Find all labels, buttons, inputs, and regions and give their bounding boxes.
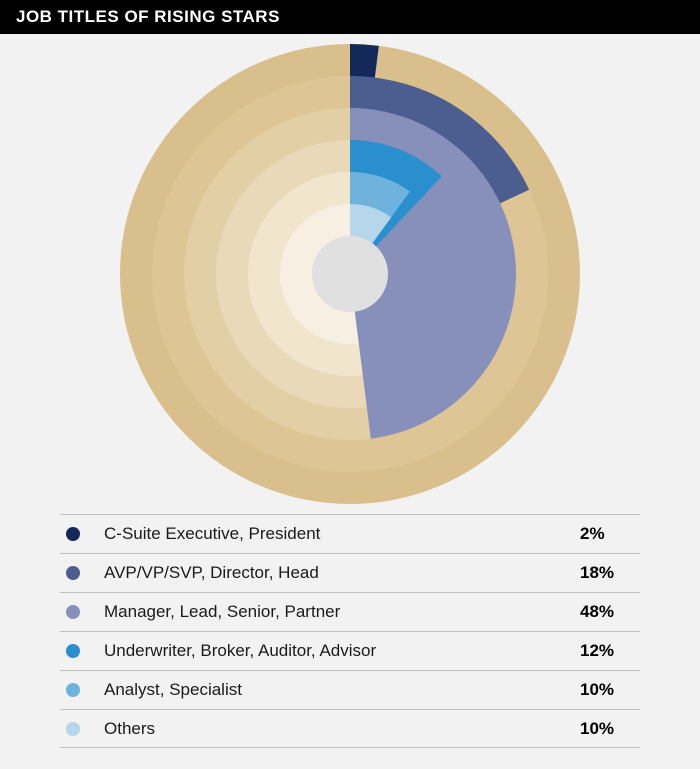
legend-label: AVP/VP/SVP, Director, Head	[104, 563, 580, 583]
legend-value: 2%	[580, 524, 640, 544]
legend-label: Underwriter, Broker, Auditor, Advisor	[104, 641, 580, 661]
legend-value: 18%	[580, 563, 640, 583]
legend-label: Analyst, Specialist	[104, 680, 580, 700]
legend-row: AVP/VP/SVP, Director, Head18%	[60, 553, 640, 592]
legend-row: C-Suite Executive, President2%	[60, 514, 640, 553]
inner-circle	[312, 236, 388, 312]
legend-row: Underwriter, Broker, Auditor, Advisor12%	[60, 631, 640, 670]
legend-row: Manager, Lead, Senior, Partner48%	[60, 592, 640, 631]
header-bar: JOB TITLES OF RISING STARS	[0, 0, 700, 34]
legend-value: 12%	[580, 641, 640, 661]
legend-label: Others	[104, 719, 580, 739]
infographic-container: JOB TITLES OF RISING STARS C-Suite Execu…	[0, 0, 700, 769]
legend-row: Analyst, Specialist10%	[60, 670, 640, 709]
legend-swatch	[66, 605, 80, 619]
legend-swatch	[66, 722, 80, 736]
radial-bar-chart	[120, 44, 580, 504]
legend-row: Others10%	[60, 709, 640, 748]
legend-swatch	[66, 566, 80, 580]
chart-title: JOB TITLES OF RISING STARS	[16, 7, 280, 27]
legend-swatch	[66, 644, 80, 658]
legend-label: C-Suite Executive, President	[104, 524, 580, 544]
legend-value: 10%	[580, 680, 640, 700]
legend-swatch	[66, 683, 80, 697]
chart-area	[0, 34, 700, 514]
legend-value: 48%	[580, 602, 640, 622]
legend-value: 10%	[580, 719, 640, 739]
legend-table: C-Suite Executive, President2%AVP/VP/SVP…	[0, 514, 700, 748]
legend-label: Manager, Lead, Senior, Partner	[104, 602, 580, 622]
legend-swatch	[66, 527, 80, 541]
